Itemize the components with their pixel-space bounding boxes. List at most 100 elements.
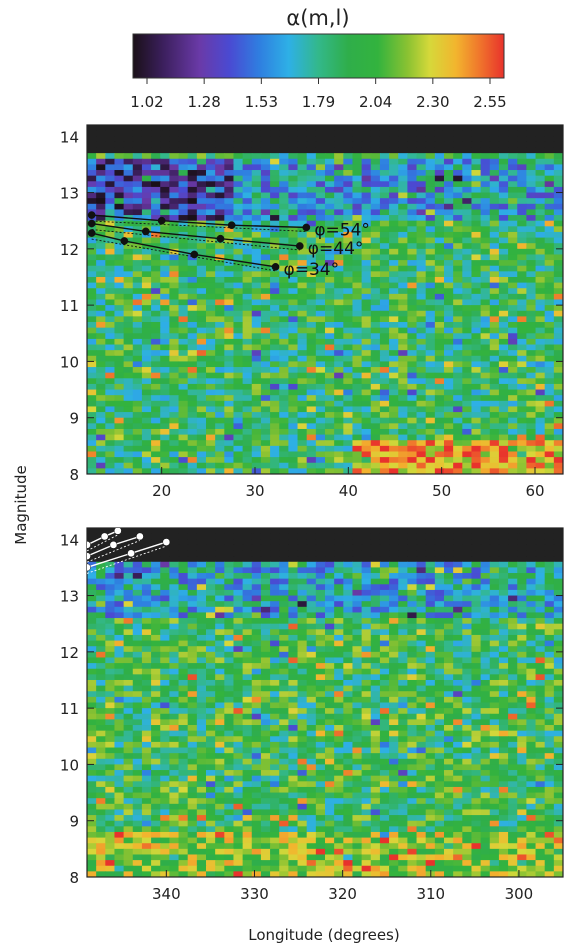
heatmap-cell	[105, 556, 116, 563]
heatmap-cell	[224, 389, 235, 396]
heatmap-cell	[105, 544, 116, 552]
heatmap-cell	[251, 254, 262, 261]
heatmap-cell	[87, 175, 97, 182]
heatmap-cell	[279, 428, 289, 436]
heatmap-cell	[114, 434, 125, 441]
heatmap-cell	[96, 333, 106, 340]
heatmap-cell	[123, 657, 134, 664]
heatmap-cell	[151, 361, 161, 368]
heatmap-cell	[215, 657, 225, 664]
heatmap-cell	[343, 428, 354, 436]
heatmap-cell	[187, 260, 198, 267]
heatmap-cell	[206, 634, 216, 642]
heatmap-cell	[251, 288, 262, 295]
heatmap-cell	[169, 215, 180, 222]
heatmap-cell	[370, 679, 381, 687]
heatmap-cell	[453, 584, 463, 591]
heatmap-cell	[471, 550, 482, 557]
heatmap-cell	[288, 209, 299, 216]
heatmap-cell	[132, 237, 143, 244]
heatmap-cell	[379, 271, 390, 278]
heatmap-cell	[471, 293, 482, 301]
heatmap-cell	[315, 125, 326, 132]
heatmap-cell	[370, 533, 381, 540]
heatmap-cell	[96, 226, 106, 233]
heatmap-cell	[462, 344, 473, 351]
heatmap-cell	[251, 561, 262, 568]
heatmap-cell	[215, 293, 225, 301]
heatmap-cell	[398, 372, 408, 379]
heatmap-cell	[407, 226, 418, 233]
heatmap-cell	[297, 344, 308, 351]
heatmap-cell	[260, 550, 271, 557]
heatmap-cell	[489, 299, 500, 306]
heatmap-cell	[334, 350, 344, 357]
heatmap-cell	[453, 685, 463, 692]
heatmap-cell	[480, 383, 491, 391]
heatmap-cell	[425, 702, 436, 709]
heatmap-cell	[288, 623, 299, 630]
heatmap-cell	[379, 533, 390, 540]
heatmap-cell	[233, 141, 244, 149]
heatmap-cell	[508, 378, 518, 385]
heatmap-cell	[416, 310, 427, 317]
heatmap-cell	[114, 651, 125, 659]
heatmap-cell	[553, 578, 563, 585]
heatmap-cell	[343, 578, 354, 585]
heatmap-cell	[169, 468, 180, 474]
heatmap-cell	[242, 350, 253, 357]
heatmap-cell	[553, 601, 563, 608]
heatmap-cell	[169, 248, 180, 256]
heatmap-cell	[352, 186, 363, 194]
heatmap-cell	[288, 338, 299, 346]
heatmap-cell	[270, 181, 280, 188]
heatmap-cell	[114, 601, 125, 608]
heatmap-cell	[233, 412, 244, 419]
heatmap-cell	[425, 601, 436, 608]
heatmap-cell	[535, 544, 546, 552]
heatmap-cell	[425, 567, 436, 574]
heatmap-cell	[224, 248, 235, 256]
heatmap-cell	[114, 640, 125, 647]
heatmap-cell	[544, 254, 555, 261]
heatmap-cell	[352, 528, 363, 535]
heatmap-cell	[526, 578, 537, 585]
heatmap-cell	[114, 203, 125, 211]
heatmap-cell	[370, 282, 381, 289]
heatmap-cell	[389, 612, 399, 619]
heatmap-cell	[471, 663, 482, 670]
heatmap-cell	[297, 220, 308, 227]
heatmap-cell	[535, 451, 546, 458]
heatmap-cell	[196, 674, 207, 681]
heatmap-cell	[87, 153, 97, 160]
heatmap-cell	[361, 136, 372, 143]
heatmap-cell	[105, 327, 116, 334]
heatmap-cell	[123, 640, 134, 647]
heatmap-cell	[444, 186, 454, 194]
heatmap-cell	[526, 186, 537, 194]
heatmap-cell	[306, 231, 317, 239]
heatmap-cell	[480, 248, 491, 256]
heatmap-cell	[306, 573, 317, 580]
heatmap-cell	[151, 406, 161, 413]
heatmap-cell	[233, 634, 244, 642]
heatmap-cell	[151, 237, 161, 244]
heatmap-cell	[306, 282, 317, 289]
heatmap-cell	[87, 383, 97, 391]
heatmap-cell	[206, 395, 216, 402]
heatmap-cell	[526, 423, 537, 430]
heatmap-cell	[315, 457, 326, 464]
heatmap-cell	[187, 350, 198, 357]
heatmap-cell	[187, 305, 198, 312]
heatmap-cell	[389, 260, 399, 267]
heatmap-cell	[178, 181, 189, 188]
heatmap-cell	[279, 355, 289, 363]
heatmap-cell	[325, 260, 335, 267]
heatmap-cell	[389, 457, 399, 464]
heatmap-cell	[425, 136, 436, 143]
heatmap-cell	[141, 589, 152, 597]
heatmap-cell	[96, 310, 106, 317]
heatmap-cell	[361, 220, 372, 227]
heatmap-cell	[187, 567, 198, 574]
heatmap-cell	[87, 556, 97, 563]
